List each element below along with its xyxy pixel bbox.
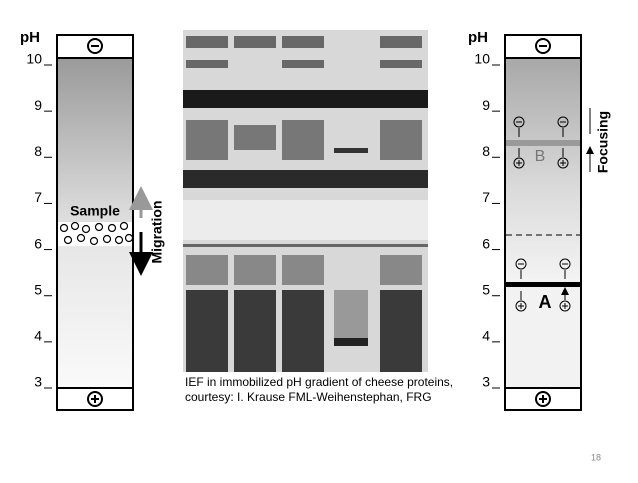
migration-label: Migration bbox=[149, 201, 165, 264]
tick-label: 5 bbox=[34, 281, 42, 297]
tick-label: 10 bbox=[474, 51, 490, 67]
tick-label: 6 bbox=[34, 235, 42, 251]
sample-label: Sample bbox=[70, 203, 120, 219]
tick-label: 8 bbox=[34, 143, 42, 159]
tick-label: 4 bbox=[482, 328, 490, 344]
gel-image bbox=[183, 30, 428, 372]
left-tube bbox=[56, 34, 153, 411]
tick-label: 10 bbox=[26, 51, 42, 67]
tick-label: 5 bbox=[482, 281, 490, 297]
tick-label: 6 bbox=[482, 235, 490, 251]
tick-label: 7 bbox=[34, 189, 42, 205]
tick-label: 3 bbox=[482, 374, 490, 390]
tick-label: 9 bbox=[34, 97, 42, 113]
band-label: B bbox=[535, 148, 546, 165]
caption: IEF in immobilized pH gradient of cheese… bbox=[185, 375, 453, 389]
tick-label: 7 bbox=[482, 189, 490, 205]
axis-label: pH bbox=[20, 29, 40, 46]
tick-label: 9 bbox=[482, 97, 490, 113]
tick-label: 3 bbox=[34, 374, 42, 390]
page-number: 18 bbox=[591, 452, 601, 462]
right-tube bbox=[504, 34, 590, 411]
tick-label: 4 bbox=[34, 328, 42, 344]
tick-label: 8 bbox=[482, 143, 490, 159]
focusing-label: Focusing bbox=[595, 111, 611, 173]
caption: courtesy: I. Krause FML-Weihenstephan, F… bbox=[185, 390, 432, 404]
axis-label: pH bbox=[468, 29, 488, 46]
band-label: A bbox=[539, 292, 552, 312]
